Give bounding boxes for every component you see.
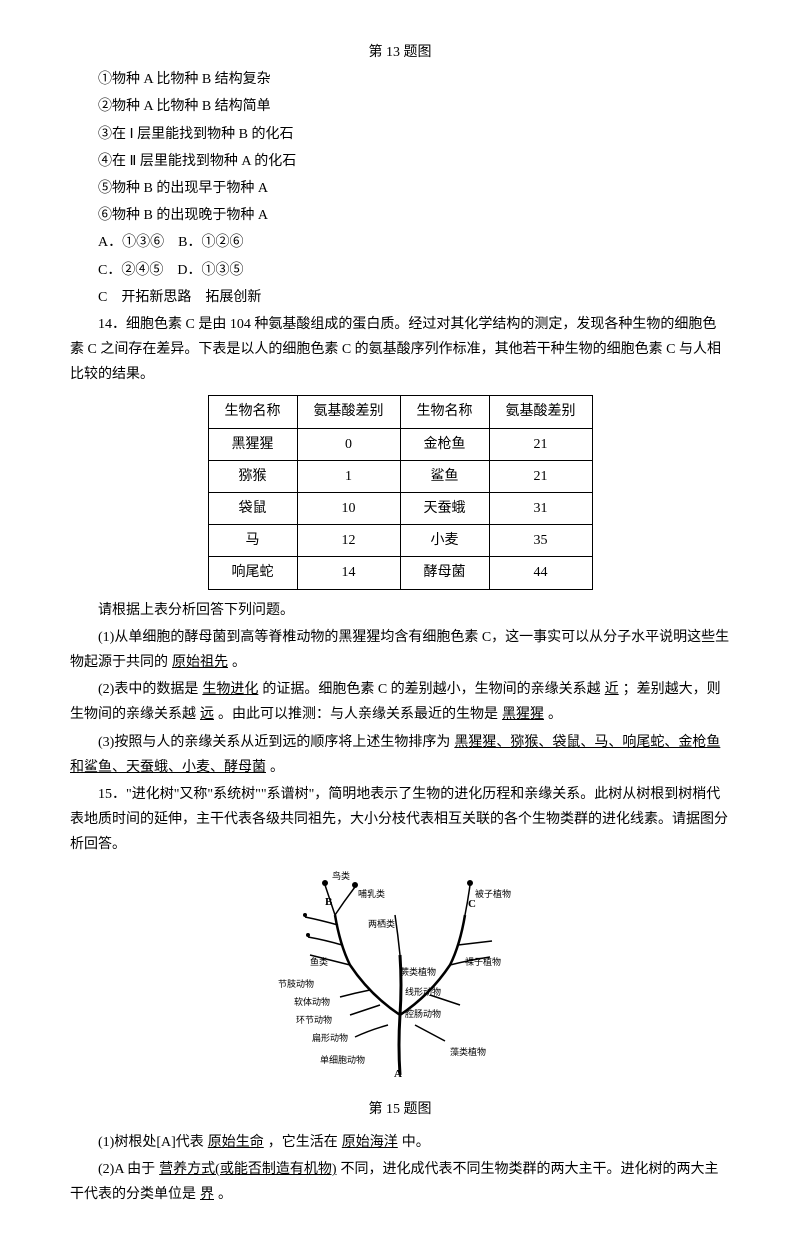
label-danxibao: 单细胞动物 xyxy=(320,1054,365,1065)
figure-13-title: 第 13 题图 xyxy=(70,40,730,65)
q15-p1-ans2: 原始海洋 xyxy=(338,1135,402,1150)
table-header-row: 生物名称 氨基酸差别 生物名称 氨基酸差别 xyxy=(208,396,592,428)
table-cell: 金枪鱼 xyxy=(400,428,489,460)
label-luozi: 裸子植物 xyxy=(465,956,501,967)
choices-line-1: A．①③⑥ B．①②⑥ xyxy=(70,230,730,255)
q15-p1-a: (1)树根处[A]代表 xyxy=(98,1135,204,1150)
table-cell: 0 xyxy=(297,428,400,460)
table-cell: 1 xyxy=(297,460,400,492)
q14-part3: (3)按照与人的亲缘关系从近到远的顺序将上述生物排序为黑猩猩、猕猴、袋鼠、马、响… xyxy=(70,730,730,780)
statement-5: ⑤物种 B 的出现早于物种 A xyxy=(70,176,730,201)
table-cell: 35 xyxy=(489,525,592,557)
q15-p2-ans1: 营养方式(或能否制造有机物) xyxy=(155,1162,340,1177)
label-beizi: 被子植物 xyxy=(475,888,511,899)
choice-b: B．①②⑥ xyxy=(178,235,243,250)
q14-instruction: 请根据上表分析回答下列问题。 xyxy=(70,598,730,623)
label-qiangchang: 腔肠动物 xyxy=(405,1008,441,1019)
choices-line-2: C．②④⑤ D．①③⑤ xyxy=(70,258,730,283)
q15-part1: (1)树根处[A]代表原始生命，它生活在原始海洋中。 xyxy=(70,1130,730,1155)
choice-d: D．①③⑤ xyxy=(177,263,243,278)
q14-p2-b: 的证据。细胞色素 C 的差别越小，生物间的亲缘关系越 xyxy=(262,682,600,697)
label-huanjie: 环节动物 xyxy=(296,1014,332,1025)
statement-2: ②物种 A 比物种 B 结构简单 xyxy=(70,94,730,119)
label-xianxing: 线形动物 xyxy=(405,986,441,997)
table-cell: 10 xyxy=(297,493,400,525)
label-a: A xyxy=(394,1068,402,1080)
table-cell: 12 xyxy=(297,525,400,557)
evolution-tree-diagram: B C A 鸟类 哺乳类 被子植物 两栖类 鱼类 节肢动物 软体动物 环节动物 … xyxy=(270,865,530,1085)
q14-stem: 14．细胞色素 C 是由 104 种氨基酸组成的蛋白质。经过对其化学结构的测定，… xyxy=(70,312,730,388)
table-row: 袋鼠 10 天蚕蛾 31 xyxy=(208,493,592,525)
table-cell: 酵母菌 xyxy=(400,557,489,589)
label-juepi: 蕨类植物 xyxy=(400,966,436,977)
table-cell: 14 xyxy=(297,557,400,589)
q15-stem: 15．"进化树"又称"系统树""系谱树"，简明地表示了生物的进化历程和亲缘关系。… xyxy=(70,782,730,858)
q14-part1: (1)从单细胞的酵母菌到高等脊椎动物的黑猩猩均含有细胞色素 C，这一事实可以从分… xyxy=(70,625,730,675)
q14-p2-ans4: 黑猩猩 xyxy=(498,707,548,722)
choice-c: C．②④⑤ xyxy=(98,263,163,278)
label-zaolei: 藻类植物 xyxy=(450,1046,486,1057)
table-header: 生物名称 xyxy=(400,396,489,428)
table-header: 氨基酸差别 xyxy=(489,396,592,428)
q15-diagram-container: B C A 鸟类 哺乳类 被子植物 两栖类 鱼类 节肢动物 软体动物 环节动物 … xyxy=(70,865,730,1121)
table-cell: 黑猩猩 xyxy=(208,428,297,460)
q14-p3-b: 。 xyxy=(270,760,284,775)
q15-p2-c: 。 xyxy=(218,1187,232,1202)
label-bianxing: 扁形动物 xyxy=(312,1032,348,1043)
table-cell: 21 xyxy=(489,460,592,492)
q15-p1-c: 中。 xyxy=(402,1135,430,1150)
q14-p1-post: 。 xyxy=(232,655,246,670)
table-header: 氨基酸差别 xyxy=(297,396,400,428)
tree-svg: B C A 鸟类 哺乳类 被子植物 两栖类 鱼类 节肢动物 软体动物 环节动物 … xyxy=(270,865,530,1085)
q15-p1-b: ，它生活在 xyxy=(268,1135,338,1150)
q14-p3-a: (3)按照与人的亲缘关系从近到远的顺序将上述生物排序为 xyxy=(98,735,450,750)
table-row: 黑猩猩 0 金枪鱼 21 xyxy=(208,428,592,460)
table-header: 生物名称 xyxy=(208,396,297,428)
q15-p2-a: (2)A 由于 xyxy=(98,1162,155,1177)
label-c: C xyxy=(468,898,476,910)
label-yulei: 鱼类 xyxy=(310,956,328,967)
table-cell: 响尾蛇 xyxy=(208,557,297,589)
q15-p1-ans1: 原始生命 xyxy=(204,1135,268,1150)
table-row: 猕猴 1 鲨鱼 21 xyxy=(208,460,592,492)
table-row: 马 12 小麦 35 xyxy=(208,525,592,557)
table-cell: 猕猴 xyxy=(208,460,297,492)
q14-p2-ans2: 近 xyxy=(601,682,623,697)
table-cell: 天蚕蛾 xyxy=(400,493,489,525)
table-row: 响尾蛇 14 酵母菌 44 xyxy=(208,557,592,589)
q14-p1-answer: 原始祖先 xyxy=(168,655,232,670)
label-niaolei: 鸟类 xyxy=(332,870,350,881)
table-cell: 31 xyxy=(489,493,592,525)
q14-table: 生物名称 氨基酸差别 生物名称 氨基酸差别 黑猩猩 0 金枪鱼 21 猕猴 1 … xyxy=(208,395,593,589)
label-ruanti: 软体动物 xyxy=(294,996,330,1007)
statement-6: ⑥物种 B 的出现晚于物种 A xyxy=(70,203,730,228)
label-b: B xyxy=(325,896,333,908)
q14-p2-d: 。由此可以推测：与人亲缘关系最近的生物是 xyxy=(218,707,498,722)
q14-p2-ans1: 生物进化 xyxy=(198,682,262,697)
section-c-heading: C 开拓新思路 拓展创新 xyxy=(70,285,730,310)
q14-p2-ans3: 远 xyxy=(196,707,218,722)
q15-caption: 第 15 题图 xyxy=(70,1097,730,1122)
table-cell: 袋鼠 xyxy=(208,493,297,525)
q15-part2: (2)A 由于营养方式(或能否制造有机物)不同，进化成代表不同生物类群的两大主干… xyxy=(70,1157,730,1207)
label-liangqi: 两栖类 xyxy=(368,918,395,929)
statement-3: ③在 Ⅰ 层里能找到物种 B 的化石 xyxy=(70,122,730,147)
table-cell: 小麦 xyxy=(400,525,489,557)
table-cell: 44 xyxy=(489,557,592,589)
q14-p2-a: (2)表中的数据是 xyxy=(98,682,198,697)
q15-p2-ans2: 界 xyxy=(196,1187,218,1202)
q14-p2-e: 。 xyxy=(548,707,562,722)
table-cell: 21 xyxy=(489,428,592,460)
statement-1: ①物种 A 比物种 B 结构复杂 xyxy=(70,67,730,92)
label-burulei: 哺乳类 xyxy=(358,888,385,899)
table-cell: 马 xyxy=(208,525,297,557)
statement-4: ④在 Ⅱ 层里能找到物种 A 的化石 xyxy=(70,149,730,174)
q14-part2: (2)表中的数据是生物进化的证据。细胞色素 C 的差别越小，生物间的亲缘关系越近… xyxy=(70,677,730,727)
choice-a: A．①③⑥ xyxy=(98,235,164,250)
table-cell: 鲨鱼 xyxy=(400,460,489,492)
label-jiezhi: 节肢动物 xyxy=(278,978,314,989)
